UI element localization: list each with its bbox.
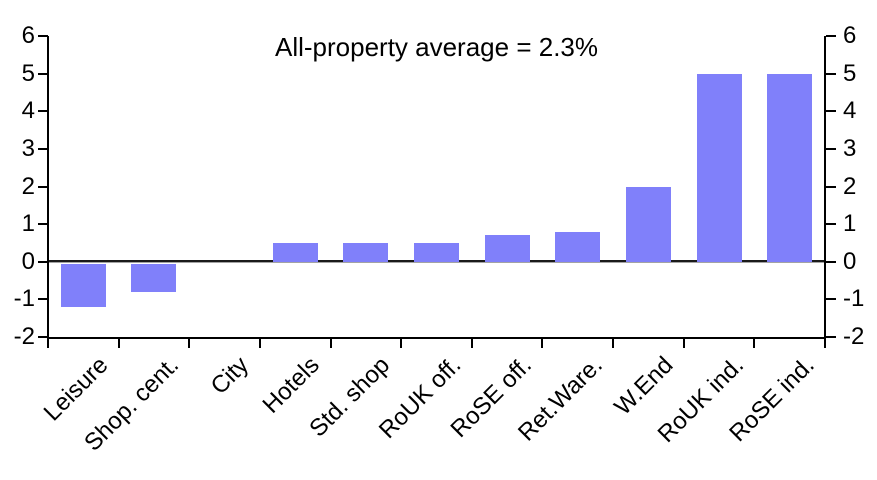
y-axis-right-tick-label: -2 <box>843 323 865 350</box>
y-axis-right-tick-label: 3 <box>843 134 857 162</box>
y-axis-right-tick-label: 6 <box>843 22 857 49</box>
y-axis-right-tick <box>826 185 836 188</box>
bar-leisure <box>60 263 106 307</box>
y-axis-left-tick-label: 5 <box>21 59 35 87</box>
bar-rouk-ind <box>696 73 742 262</box>
y-axis-left-tick-label: -1 <box>13 285 35 313</box>
x-axis-tick <box>470 339 473 348</box>
bar-ret-ware <box>555 231 601 262</box>
y-axis-right-tick-label: 2 <box>843 172 857 200</box>
x-axis-label: Leisure <box>38 351 114 427</box>
bar-shop-cent <box>131 263 177 292</box>
x-axis-tick <box>541 339 544 348</box>
y-axis-left-tick-label: 6 <box>21 22 35 49</box>
y-axis-left-tick-label: 1 <box>21 210 35 238</box>
x-axis-spine <box>47 337 826 339</box>
y-axis-left-tick-label: 2 <box>21 172 35 200</box>
x-axis-tick <box>117 339 120 348</box>
y-axis-right-tick-label: 0 <box>843 247 857 275</box>
x-axis-tick <box>258 339 261 348</box>
x-axis-tick <box>824 339 826 348</box>
y-axis-left-tick-label: 4 <box>21 97 35 125</box>
x-axis-tick <box>188 339 191 348</box>
y-axis-right-tick-label: 5 <box>843 59 857 87</box>
x-axis-tick <box>612 339 615 348</box>
x-axis-label: RoSE ind. <box>723 351 820 448</box>
x-axis-label: Ret.Ware. <box>512 351 608 447</box>
y-axis-left-tick-label: -2 <box>13 323 35 350</box>
bar-hotels <box>272 242 318 262</box>
x-axis-label: Std. shop <box>304 351 396 443</box>
x-axis-label: Shop. cent. <box>78 351 184 457</box>
x-axis-label: RoUK ind. <box>652 351 749 449</box>
bar-rose-ind <box>767 73 813 262</box>
bar-rouk-off <box>414 242 459 262</box>
y-axis-right-tick <box>826 260 836 263</box>
x-axis-label: W.End <box>609 351 679 421</box>
x-axis-tick <box>329 339 332 348</box>
y-axis-right-tick-label: 1 <box>843 210 857 238</box>
y-axis-right-tick-label: -1 <box>843 285 865 313</box>
x-axis-tick <box>753 339 756 348</box>
x-axis-label: RoUK off. <box>373 351 467 444</box>
y-axis-right-tick <box>826 298 836 301</box>
y-axis-left-tick-label: 0 <box>21 247 35 275</box>
y-axis-right-tick-label: 4 <box>843 97 857 125</box>
x-axis-tick <box>400 339 403 348</box>
x-axis-tick <box>682 339 685 348</box>
chart-title: All-property average = 2.3% <box>274 32 598 62</box>
y-axis-left-tick-label: 3 <box>21 134 35 162</box>
y-axis-right-tick <box>826 336 836 338</box>
x-axis-tick <box>47 339 49 348</box>
x-axis-label: RoSE off. <box>445 351 537 444</box>
y-axis-right-tick <box>826 110 836 113</box>
bar-std-shop <box>343 242 389 262</box>
x-axis-label: Hotels <box>257 351 325 419</box>
zero-line-shadow <box>49 262 824 263</box>
bar-rose-off <box>484 235 530 262</box>
y-axis-right-tick <box>826 147 836 150</box>
y-axis-right-tick <box>826 72 836 75</box>
bar-w-end <box>625 186 671 262</box>
y-axis-right-tick <box>826 35 836 37</box>
y-axis-right-spine <box>824 36 826 339</box>
x-axis-label: City <box>205 351 255 400</box>
y-axis-left-spine <box>47 36 49 339</box>
y-axis-right-tick <box>826 223 836 226</box>
